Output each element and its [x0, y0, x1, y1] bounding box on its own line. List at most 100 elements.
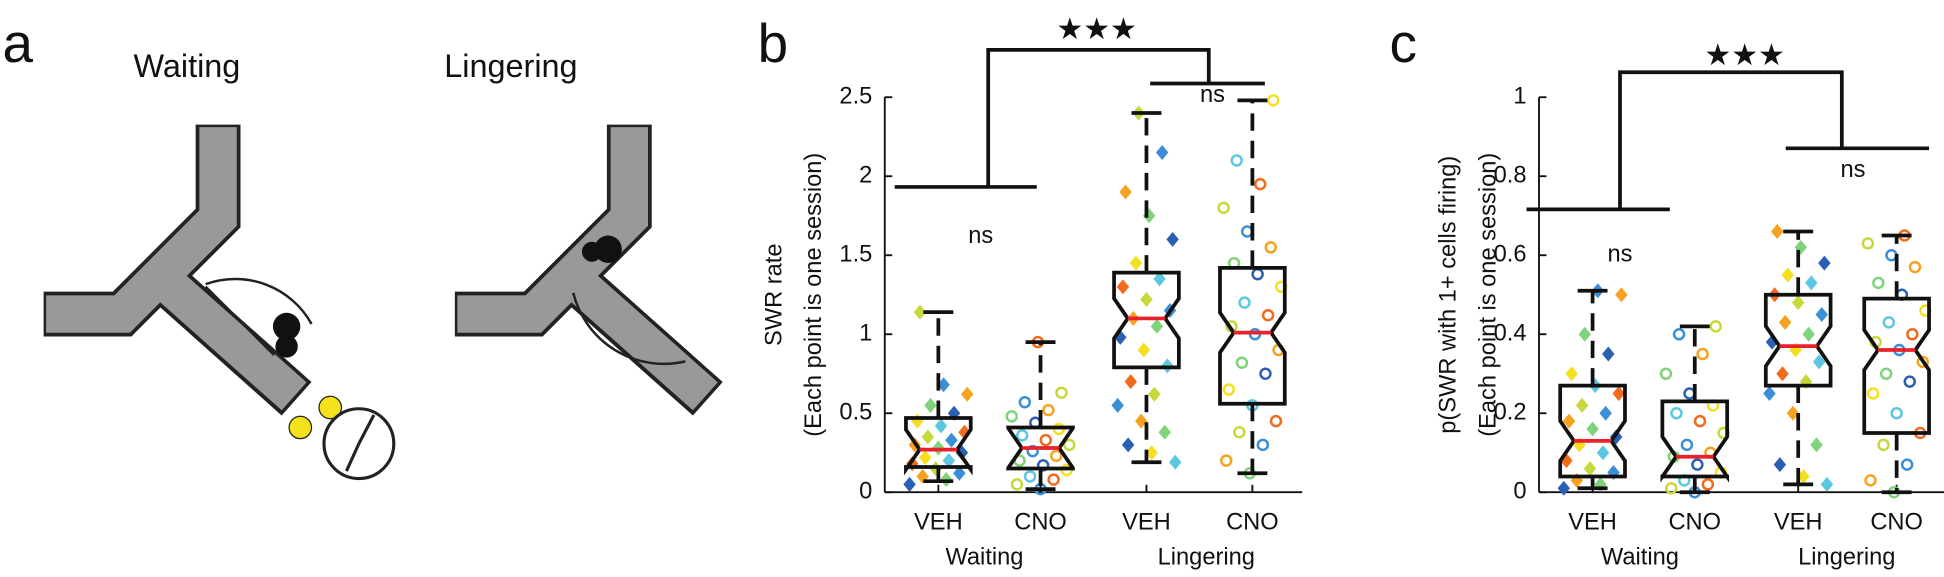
- data-point: [1565, 366, 1578, 382]
- data-point: [1916, 355, 1930, 369]
- box: [1218, 265, 1287, 406]
- y-tick-label: 1: [859, 320, 872, 346]
- data-point: [1005, 410, 1018, 423]
- data-point: [1791, 295, 1805, 311]
- data-point: [1778, 314, 1792, 330]
- data-point: [1701, 478, 1715, 491]
- data-point: [1864, 474, 1877, 487]
- box: [1763, 292, 1833, 388]
- y-axis-label: SWR rate: [761, 243, 787, 346]
- y-axis-label: p(SWR with 1+ cells firing): [1436, 156, 1462, 434]
- data-point: [924, 397, 937, 413]
- data-point: [1672, 328, 1686, 341]
- data-point: [1111, 397, 1124, 413]
- data-point: [1575, 397, 1589, 413]
- group-label: Lingering: [1158, 545, 1255, 571]
- data-point: [1659, 367, 1673, 380]
- data-point: [1264, 241, 1277, 254]
- annotation: ns: [1841, 157, 1866, 183]
- data-point: [1786, 405, 1800, 421]
- data-point: [1269, 414, 1283, 428]
- y-tick-label: 2.5: [839, 83, 872, 109]
- annotation: ns: [1608, 242, 1633, 268]
- data-point: [1121, 437, 1135, 453]
- data-point: [1908, 260, 1922, 274]
- group-label: Waiting: [1601, 545, 1679, 571]
- data-point: [1882, 316, 1896, 329]
- y-tick-label: 1.5: [839, 241, 872, 267]
- data-point: [1903, 375, 1916, 388]
- data-point: [1877, 438, 1890, 452]
- maze: [454, 124, 723, 416]
- data-point: [1664, 482, 1678, 495]
- data-point: [937, 377, 950, 393]
- box: [1006, 425, 1075, 471]
- annotation: ★★★: [1704, 39, 1784, 72]
- data-point: [1015, 429, 1029, 442]
- data-point: [1709, 320, 1722, 333]
- y-tick-label: 0.4: [1494, 320, 1527, 346]
- data-point: [1805, 275, 1818, 291]
- data-point: [1039, 433, 1053, 447]
- panel-label: a: [2, 12, 33, 74]
- data-point: [1818, 255, 1831, 271]
- data-point: [1615, 287, 1628, 303]
- data-point: [1776, 366, 1789, 382]
- x-tick-label: VEH: [1122, 510, 1171, 536]
- x-tick-label: CNO: [1014, 510, 1067, 536]
- group-label: Lingering: [1798, 545, 1895, 571]
- y-tick-label: 1: [1513, 83, 1526, 109]
- data-point: [1158, 424, 1172, 440]
- data-point: [1148, 386, 1161, 402]
- y-axis-label: (Each point is one session): [1475, 153, 1501, 437]
- data-point: [1150, 318, 1164, 334]
- data-point: [1119, 184, 1132, 200]
- data-point: [1586, 421, 1599, 437]
- data-point: [1696, 347, 1709, 361]
- data-point: [1124, 374, 1137, 390]
- box: [904, 416, 973, 476]
- y-tick-label: 0: [1513, 478, 1526, 504]
- data-point: [913, 304, 927, 320]
- data-point: [1140, 291, 1153, 307]
- data-point: [1879, 367, 1893, 380]
- data-point: [1153, 271, 1166, 287]
- data-point: [1890, 407, 1903, 420]
- data-point: [1137, 342, 1151, 358]
- data-point: [1155, 145, 1169, 160]
- data-point: [1251, 267, 1264, 281]
- x-tick-label: CNO: [1226, 510, 1279, 536]
- data-point: [934, 418, 948, 434]
- data-point: [1557, 480, 1571, 496]
- data-point: [1583, 461, 1597, 477]
- data-point: [1906, 328, 1919, 341]
- data-point: [1222, 383, 1236, 396]
- box: [1112, 270, 1181, 370]
- data-point: [1802, 326, 1815, 342]
- data-point: [1134, 413, 1148, 429]
- data-point: [1129, 255, 1143, 271]
- data-point: [1261, 309, 1275, 322]
- data-point: [1612, 386, 1625, 401]
- y-tick-label: 0.2: [1494, 399, 1527, 425]
- panel-a: a Waiting Lingering: [2, 12, 723, 481]
- y-axis-label: (Each point is one session): [801, 153, 827, 437]
- data-point: [1900, 458, 1914, 471]
- data-point: [1797, 468, 1810, 484]
- data-point: [960, 386, 974, 402]
- data-point: [1169, 454, 1182, 470]
- x-tick-label: CNO: [1870, 510, 1923, 536]
- group-label: Waiting: [945, 545, 1023, 571]
- data-point: [1230, 154, 1243, 167]
- data-point: [1596, 445, 1610, 461]
- panel-title: Lingering: [444, 48, 577, 84]
- annotation: ★★★: [1056, 13, 1136, 46]
- bracket: [986, 47, 1211, 187]
- data-point: [1050, 449, 1063, 463]
- data-point: [1018, 395, 1032, 409]
- data-point: [1235, 356, 1249, 369]
- data-point: [1691, 458, 1704, 471]
- data-point: [1010, 478, 1024, 491]
- data-point: [1238, 296, 1251, 309]
